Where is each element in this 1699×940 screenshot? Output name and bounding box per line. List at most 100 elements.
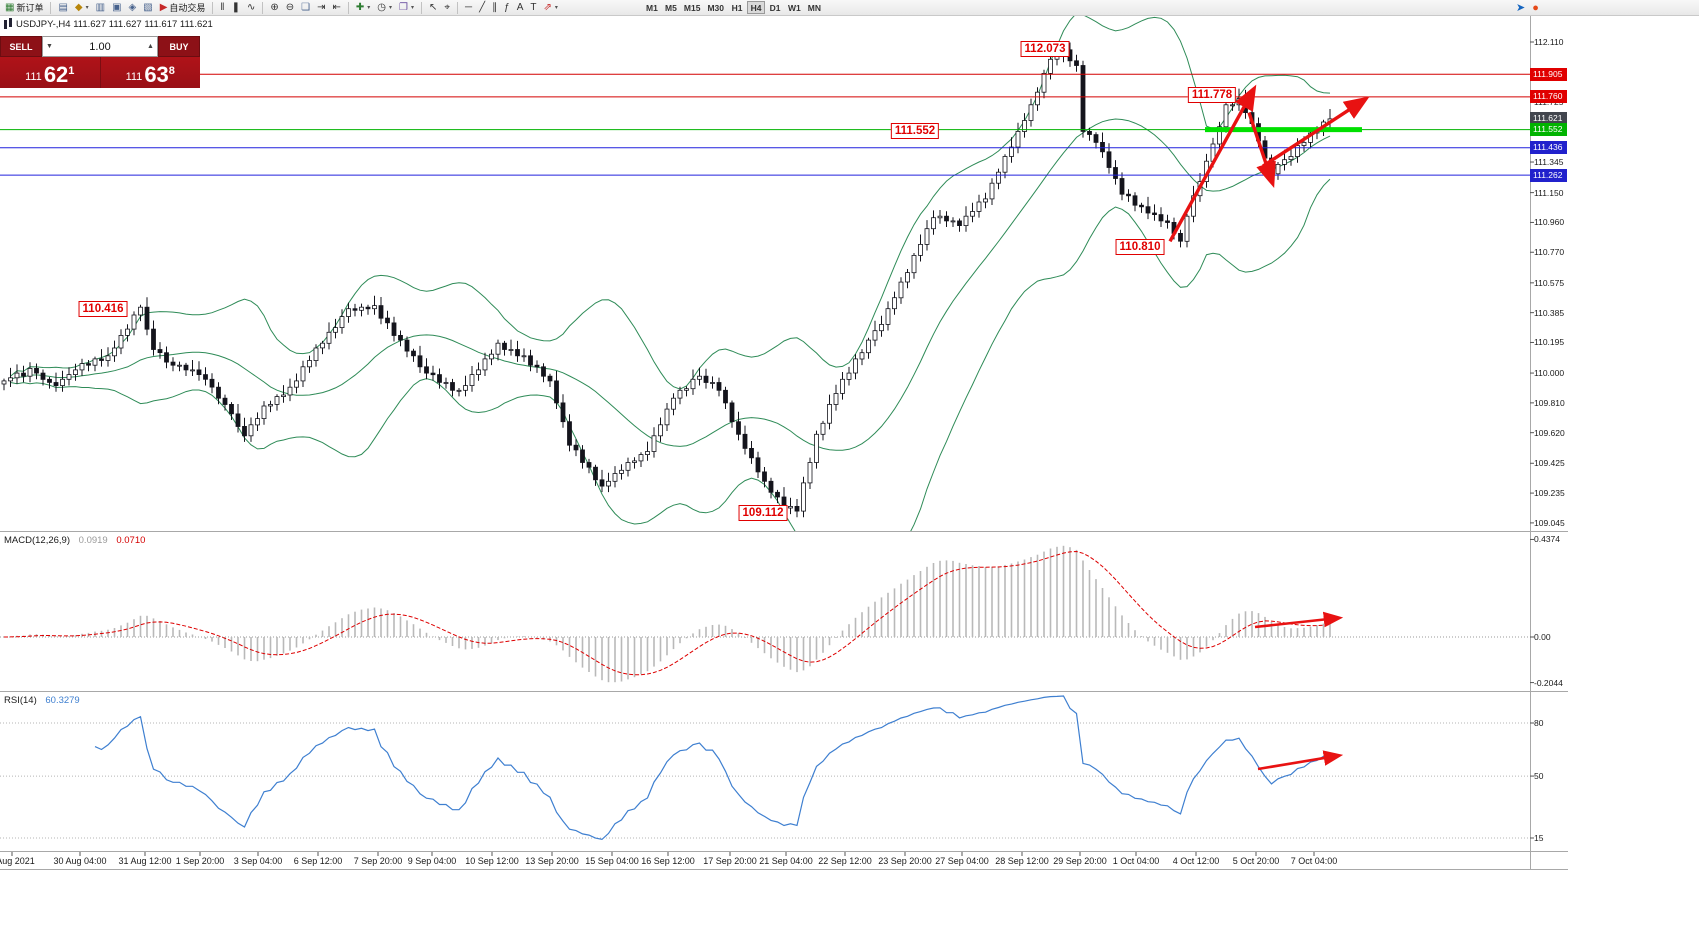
time-tick-label: 29 Sep 20:00 bbox=[1053, 856, 1107, 866]
axis-tick-label: 0.4374 bbox=[1534, 534, 1560, 545]
timeframe-m5-button[interactable]: M5 bbox=[662, 1, 680, 14]
cursor-button[interactable]: ↖ bbox=[426, 1, 440, 15]
zoom-in-button[interactable]: ⊕ bbox=[267, 1, 281, 15]
trend-arrow[interactable] bbox=[1257, 750, 1344, 771]
volume-value[interactable]: 1.00 bbox=[89, 40, 111, 53]
indicators-button[interactable]: ✚ ▾ bbox=[353, 1, 373, 15]
timeframe-m15-button[interactable]: M15 bbox=[681, 1, 704, 14]
time-tick-label: 7 Sep 20:00 bbox=[353, 856, 403, 866]
toolbar-right-icons: ➤ ● bbox=[1516, 1, 1539, 15]
macd-main-value: 0.0919 bbox=[78, 535, 108, 546]
text-icon: A bbox=[516, 1, 524, 13]
time-tick-label: 13 Sep 20:00 bbox=[525, 856, 579, 866]
line-chart-icon: ∿ bbox=[246, 1, 256, 13]
trend-arrow[interactable] bbox=[1247, 112, 1276, 189]
trendline-button[interactable]: ╱ bbox=[476, 1, 488, 15]
trend-arrow[interactable] bbox=[1254, 611, 1344, 629]
time-axis[interactable]: 5 Aug 2021 30 Aug 04:00 31 Aug 12:001 Sep … bbox=[0, 852, 1568, 869]
time-tick-label: 4 Oct 12:00 bbox=[1172, 856, 1220, 866]
periods-button[interactable]: ◷ ▾ bbox=[374, 1, 395, 15]
sell-button[interactable]: SELL bbox=[0, 36, 42, 57]
buy-price[interactable]: 111 63 8 bbox=[101, 57, 201, 88]
timeframe-m30-button[interactable]: M30 bbox=[704, 1, 727, 14]
volume-increase-button[interactable]: ▲ bbox=[147, 43, 154, 50]
macd-signal-value: 0.0710 bbox=[116, 535, 146, 546]
timeframe-mn-button[interactable]: MN bbox=[805, 1, 824, 14]
navigator-button[interactable]: ◈ bbox=[126, 1, 140, 15]
chart-shift-button[interactable]: ⇤ bbox=[329, 1, 343, 15]
time-tick-label: 23 Sep 20:00 bbox=[878, 856, 932, 866]
chart-shift-icon: ⇤ bbox=[332, 1, 341, 13]
axis-tick-label: 0.00 bbox=[1534, 632, 1551, 642]
rsi-layer bbox=[0, 695, 1530, 841]
time-tick-label: 22 Sep 12:00 bbox=[818, 856, 872, 866]
tile-windows-icon: ❏ bbox=[301, 1, 311, 13]
trade-panel-top-row: SELL ▼ 1.00 ▲ BUY bbox=[0, 36, 200, 57]
zoom-in-icon: ⊕ bbox=[270, 1, 279, 13]
macd-name: MACD(12,26,9) bbox=[4, 535, 70, 546]
dropdown-arrow-icon: ▾ bbox=[85, 5, 89, 11]
trendline-icon: ╱ bbox=[479, 1, 486, 13]
time-tick-label: 6 Sep 12:00 bbox=[293, 856, 343, 866]
trend-arrow[interactable] bbox=[1168, 84, 1257, 243]
terminal-button[interactable]: ▧ bbox=[140, 1, 155, 15]
axis-tick-label: 110.960 bbox=[1534, 217, 1565, 228]
axis-tick-label: 111.345 bbox=[1534, 157, 1564, 168]
macd-label: MACD(12,26,9) 0.0919 0.0710 bbox=[4, 535, 145, 546]
templates-icon: ❐ bbox=[399, 1, 408, 13]
channel-button[interactable]: ∥ bbox=[489, 1, 500, 15]
autotrade-button[interactable]: ▶ 自动交易 bbox=[157, 1, 209, 15]
data-window-button[interactable]: ▣ bbox=[109, 1, 124, 15]
fibonacci-button[interactable]: ƒ bbox=[501, 1, 513, 15]
timeframe-d1-button[interactable]: D1 bbox=[766, 1, 784, 14]
profiles-button[interactable]: ◆ ▾ bbox=[72, 1, 92, 15]
axis-tick-label: 112.110 bbox=[1534, 37, 1564, 47]
volume-stepper[interactable]: ▼ 1.00 ▲ bbox=[42, 36, 158, 57]
crosshair-button[interactable]: ⌖ bbox=[441, 1, 453, 15]
chart-title: USDJPY-,H4 111.627 111.627 111.617 111.6… bbox=[4, 19, 213, 30]
market-watch-button[interactable]: ▥ bbox=[93, 1, 108, 15]
community-icon[interactable]: ● bbox=[1532, 1, 1539, 14]
tile-windows-button[interactable]: ❏ bbox=[298, 1, 313, 15]
candlestick-chart-icon: ❚ bbox=[231, 1, 240, 13]
trend-arrow[interactable] bbox=[1262, 96, 1370, 168]
terminal-icon: ▧ bbox=[143, 1, 153, 13]
crosshair-icon: ⌖ bbox=[444, 1, 451, 13]
axis-tick-label: 110.000 bbox=[1534, 368, 1565, 379]
new-order-button[interactable]: ▦ 新订单 bbox=[2, 1, 46, 15]
auto-scroll-button[interactable]: ⇥ bbox=[314, 1, 328, 15]
text-button[interactable]: A bbox=[514, 1, 527, 15]
time-tick-label: 1 Sep 20:00 bbox=[175, 856, 225, 866]
timeframe-m1-button[interactable]: M1 bbox=[643, 1, 661, 14]
data-window-icon: ▣ bbox=[112, 1, 122, 13]
text-label-button[interactable]: T bbox=[527, 1, 539, 15]
arrows-button[interactable]: ⇗ ▾ bbox=[541, 1, 561, 15]
buy-price-int: 111 bbox=[125, 71, 143, 83]
bar-chart-button[interactable]: ‖ bbox=[217, 1, 227, 15]
templates-button[interactable]: ❐ ▾ bbox=[396, 1, 417, 15]
sell-price-big: 62 bbox=[43, 62, 69, 87]
time-tick-label: 7 Oct 04:00 bbox=[1290, 856, 1338, 866]
candlestick-chart-button[interactable]: ❚ bbox=[229, 1, 243, 15]
axis-tick-label: 110.575 bbox=[1534, 277, 1565, 288]
time-tick-label: 5 Oct 20:00 bbox=[1232, 856, 1280, 866]
buy-button[interactable]: BUY bbox=[158, 36, 200, 57]
buy-price-big: 63 bbox=[144, 62, 169, 87]
chart-window-button[interactable]: ▤ bbox=[55, 1, 70, 15]
timeframe-w1-button[interactable]: W1 bbox=[785, 1, 804, 14]
price-axis[interactable]: 112.110111.725111.345111.150110.960110.7… bbox=[1530, 0, 1568, 940]
cursor-icon: ↖ bbox=[429, 1, 438, 13]
quick-trade-icon[interactable]: ➤ bbox=[1516, 1, 1526, 14]
line-chart-button[interactable]: ∿ bbox=[244, 1, 258, 15]
trade-panel-divider bbox=[99, 57, 101, 88]
dropdown-arrow-icon: ▾ bbox=[367, 5, 371, 11]
horizontal-line-button[interactable]: ─ bbox=[462, 1, 475, 15]
auto-scroll-icon: ⇥ bbox=[317, 1, 326, 13]
timeframe-h1-button[interactable]: H1 bbox=[728, 1, 746, 14]
timeframe-h4-button[interactable]: H4 bbox=[747, 1, 766, 14]
volume-decrease-button[interactable]: ▼ bbox=[46, 43, 53, 50]
axis-tick-label: 50 bbox=[1534, 771, 1544, 782]
zoom-out-button[interactable]: ⊖ bbox=[283, 1, 297, 15]
sell-price[interactable]: 111 62 1 bbox=[0, 57, 100, 88]
